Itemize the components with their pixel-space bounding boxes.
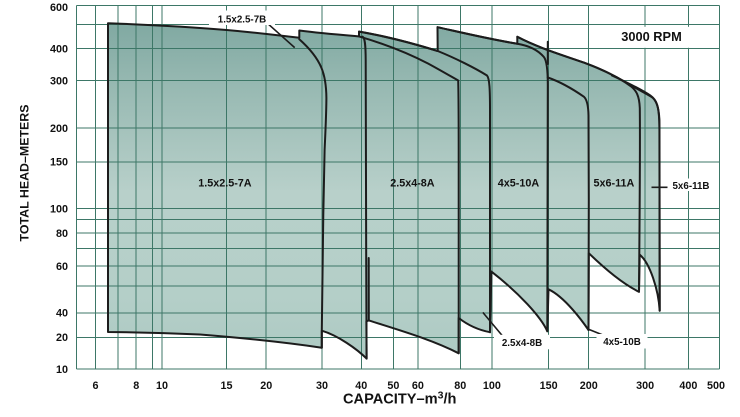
- svg-text:150: 150: [50, 157, 68, 169]
- svg-text:2.5x4-8B: 2.5x4-8B: [502, 338, 542, 349]
- svg-text:60: 60: [56, 261, 68, 273]
- svg-text:3000 RPM: 3000 RPM: [621, 29, 681, 44]
- svg-text:15: 15: [220, 380, 232, 392]
- svg-text:400: 400: [50, 44, 68, 56]
- svg-text:200: 200: [580, 380, 598, 392]
- svg-text:300: 300: [50, 76, 68, 88]
- svg-text:100: 100: [50, 203, 68, 215]
- svg-text:1.5x2.5-7A: 1.5x2.5-7A: [198, 177, 252, 189]
- svg-text:80: 80: [454, 380, 466, 392]
- svg-text:600: 600: [50, 2, 68, 14]
- svg-text:4x5-10B: 4x5-10B: [603, 337, 641, 348]
- svg-text:CAPACITY–m3/h: CAPACITY–m3/h: [343, 390, 457, 408]
- svg-text:80: 80: [56, 228, 68, 240]
- svg-text:20: 20: [260, 380, 272, 392]
- svg-text:6: 6: [92, 380, 98, 392]
- svg-text:1.5x2.5-7B: 1.5x2.5-7B: [218, 14, 266, 25]
- svg-text:5x6-11A: 5x6-11A: [593, 177, 634, 189]
- svg-text:4x5-10A: 4x5-10A: [498, 177, 540, 189]
- svg-text:50: 50: [387, 380, 399, 392]
- svg-text:300: 300: [636, 380, 654, 392]
- svg-text:30: 30: [316, 380, 328, 392]
- svg-text:200: 200: [50, 123, 68, 135]
- svg-text:500: 500: [707, 380, 725, 392]
- svg-text:40: 40: [56, 308, 68, 320]
- svg-text:60: 60: [412, 380, 424, 392]
- svg-text:5x6-11B: 5x6-11B: [672, 181, 709, 192]
- svg-text:10: 10: [56, 364, 68, 376]
- svg-text:20: 20: [56, 332, 68, 344]
- svg-text:10: 10: [156, 380, 168, 392]
- svg-text:8: 8: [133, 380, 139, 392]
- svg-text:100: 100: [483, 380, 501, 392]
- svg-text:400: 400: [679, 380, 697, 392]
- svg-text:2.5x4-8A: 2.5x4-8A: [390, 177, 435, 189]
- svg-text:40: 40: [355, 380, 367, 392]
- svg-text:TOTAL HEAD–METERS: TOTAL HEAD–METERS: [18, 105, 32, 242]
- svg-text:150: 150: [540, 380, 558, 392]
